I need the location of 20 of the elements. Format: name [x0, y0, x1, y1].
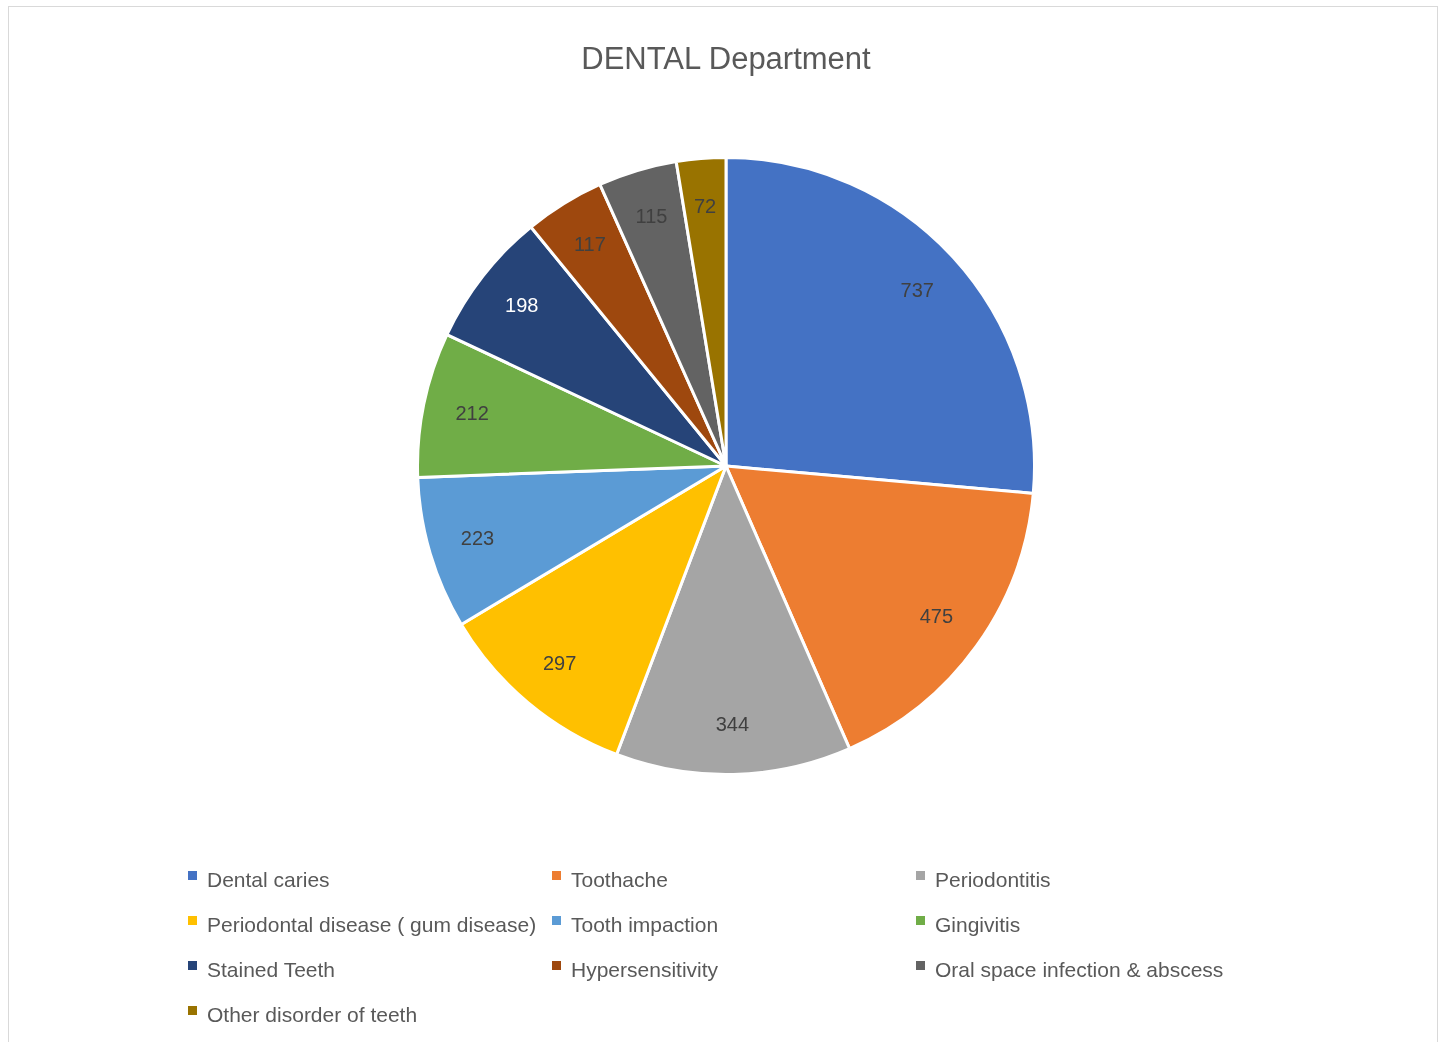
data-label: 212 — [455, 401, 489, 424]
legend-label: Hypersensitivity — [571, 958, 719, 982]
legend-label: Periodontal disease ( gum disease) — [207, 913, 537, 937]
data-label: 198 — [505, 293, 539, 316]
legend-label: Tooth impaction — [571, 913, 719, 937]
data-label: 475 — [919, 604, 954, 627]
data-label: 223 — [460, 527, 495, 550]
legend-label: Gingivitis — [935, 913, 1021, 937]
legend-label: Dental caries — [207, 868, 330, 892]
legend-label: Stained Teeth — [207, 958, 336, 982]
data-label: 72 — [693, 195, 717, 218]
legend-label: Oral space infection & abscess — [935, 958, 1224, 982]
data-label: 737 — [900, 278, 934, 301]
legend-label: Periodontitis — [935, 868, 1051, 892]
chart-title: DENTAL Department — [581, 40, 872, 76]
legend-label: Other disorder of teeth — [207, 1003, 418, 1027]
legend-label: Toothache — [571, 868, 668, 892]
data-label: 297 — [542, 652, 577, 675]
data-label: 117 — [573, 232, 606, 255]
data-label: 344 — [715, 712, 750, 735]
